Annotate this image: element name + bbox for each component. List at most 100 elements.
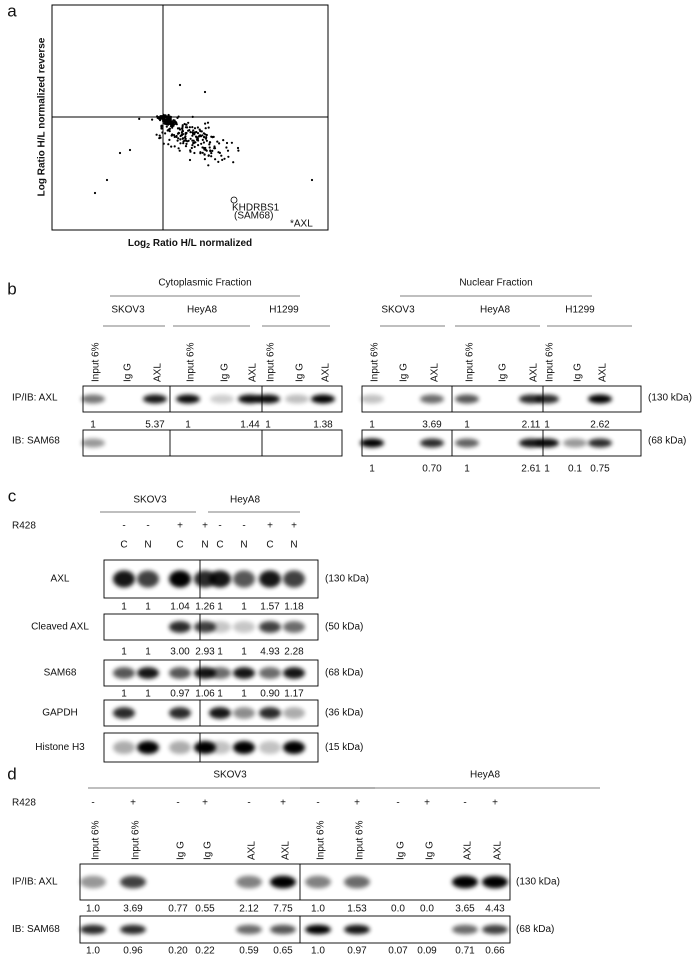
fraction-code: C [216,540,223,551]
band [285,394,309,404]
band [233,740,255,755]
lane-label: AXL [598,363,609,382]
quantification: 1 [369,464,375,475]
band [259,570,281,588]
band [209,667,231,679]
scatter-dot [160,116,163,119]
quantification: 1 [464,420,470,431]
quantification: 1.04 [170,602,190,613]
scatter-dot [179,142,182,145]
scatter-dot [180,131,183,134]
fraction-code: C [266,540,273,551]
band [452,924,478,935]
band [236,924,262,935]
row-label: Histone H3 [35,742,85,753]
band [169,570,191,588]
scatter-dot [177,147,180,150]
scatter-dot [93,191,97,195]
blot-frame [103,732,319,763]
scatter-dot [183,139,186,142]
scatter-dot [164,132,167,135]
scatter-dot [225,146,228,149]
panel-label: a [7,1,17,20]
quantification: 1 [217,689,223,700]
scatter-dot [155,133,158,136]
band [259,707,281,719]
scatter-dot [168,138,171,141]
band [588,438,612,448]
row-label: SAM68 [44,668,77,679]
treatment-sign: + [492,798,498,809]
cell-line: SKOV3 [111,305,145,316]
scatter-dot [182,142,185,145]
x-axis-label: Log2 Ratio H/L normalized [128,238,252,251]
quantification: 0.90 [260,689,280,700]
band [81,394,105,404]
fraction-code: N [144,540,151,551]
annotation: KHDRBS1 [232,203,280,214]
scatter-dot [158,134,161,137]
scatter-dot [191,139,194,142]
x-axis-label-part: Log [128,238,146,249]
scatter-dot [181,124,184,127]
scatter-dot [203,158,206,161]
treatment-sign: - [122,521,125,532]
band [233,667,255,679]
quantification: 3.69 [123,904,143,915]
scatter-dot [162,113,165,116]
scatter-dot [222,139,225,142]
band [233,707,255,719]
fraction-code: C [176,540,183,551]
band [209,570,231,588]
size-label: (50 kDa) [325,622,363,633]
scatter-dot [196,126,199,129]
lane-label: Input 6% [355,820,366,860]
quantification: 1.26 [195,602,215,613]
quantification: 0.66 [485,946,505,954]
scatter-dot [195,136,198,139]
scatter-dot [105,178,109,182]
scatter-dot [177,132,181,135]
row-label: IB: SAM68 [12,924,60,935]
scatter-dot [177,137,180,140]
scatter-dot [170,134,173,137]
scatter-dot [204,146,207,150]
lane-label: Ig G [176,841,187,860]
scatter-dot [181,127,184,130]
scatter-dot [167,123,170,126]
cell-line: HeyA8 [230,495,260,506]
scatter-dot [187,139,190,142]
band [238,394,262,404]
scatter-dot [209,141,212,144]
scatter-dot [230,141,233,144]
scatter-dot [204,137,208,140]
scatter-dot [161,131,164,134]
scatter-dot [198,128,201,131]
quantification: 1 [145,602,151,613]
scatter-dot [199,135,203,138]
band [113,707,135,719]
size-label: (36 kDa) [325,708,363,719]
scatter-dot [196,132,200,135]
lane-label: Input 6% [91,820,102,860]
lane-label: Ig G [498,363,509,382]
panel-label: d [7,764,16,783]
scatter-dot [200,142,203,145]
lane-label: Ig G [399,363,410,382]
lane-label: AXL [321,363,332,382]
quantification: 1.57 [260,602,280,613]
treatment-sign: - [176,798,179,809]
scatter-dot [236,146,240,150]
scatter-dot [169,125,173,128]
band [113,667,135,679]
quantification: 1.38 [313,420,333,431]
scatter-dot [178,83,182,87]
scatter-dot [199,151,202,154]
cell-line: HeyA8 [187,305,217,316]
band [137,570,159,588]
scatter-dot [173,135,176,138]
quantification: 1 [90,420,96,431]
size-label: (130 kDa) [325,574,369,585]
band [360,438,384,448]
band [169,740,191,755]
